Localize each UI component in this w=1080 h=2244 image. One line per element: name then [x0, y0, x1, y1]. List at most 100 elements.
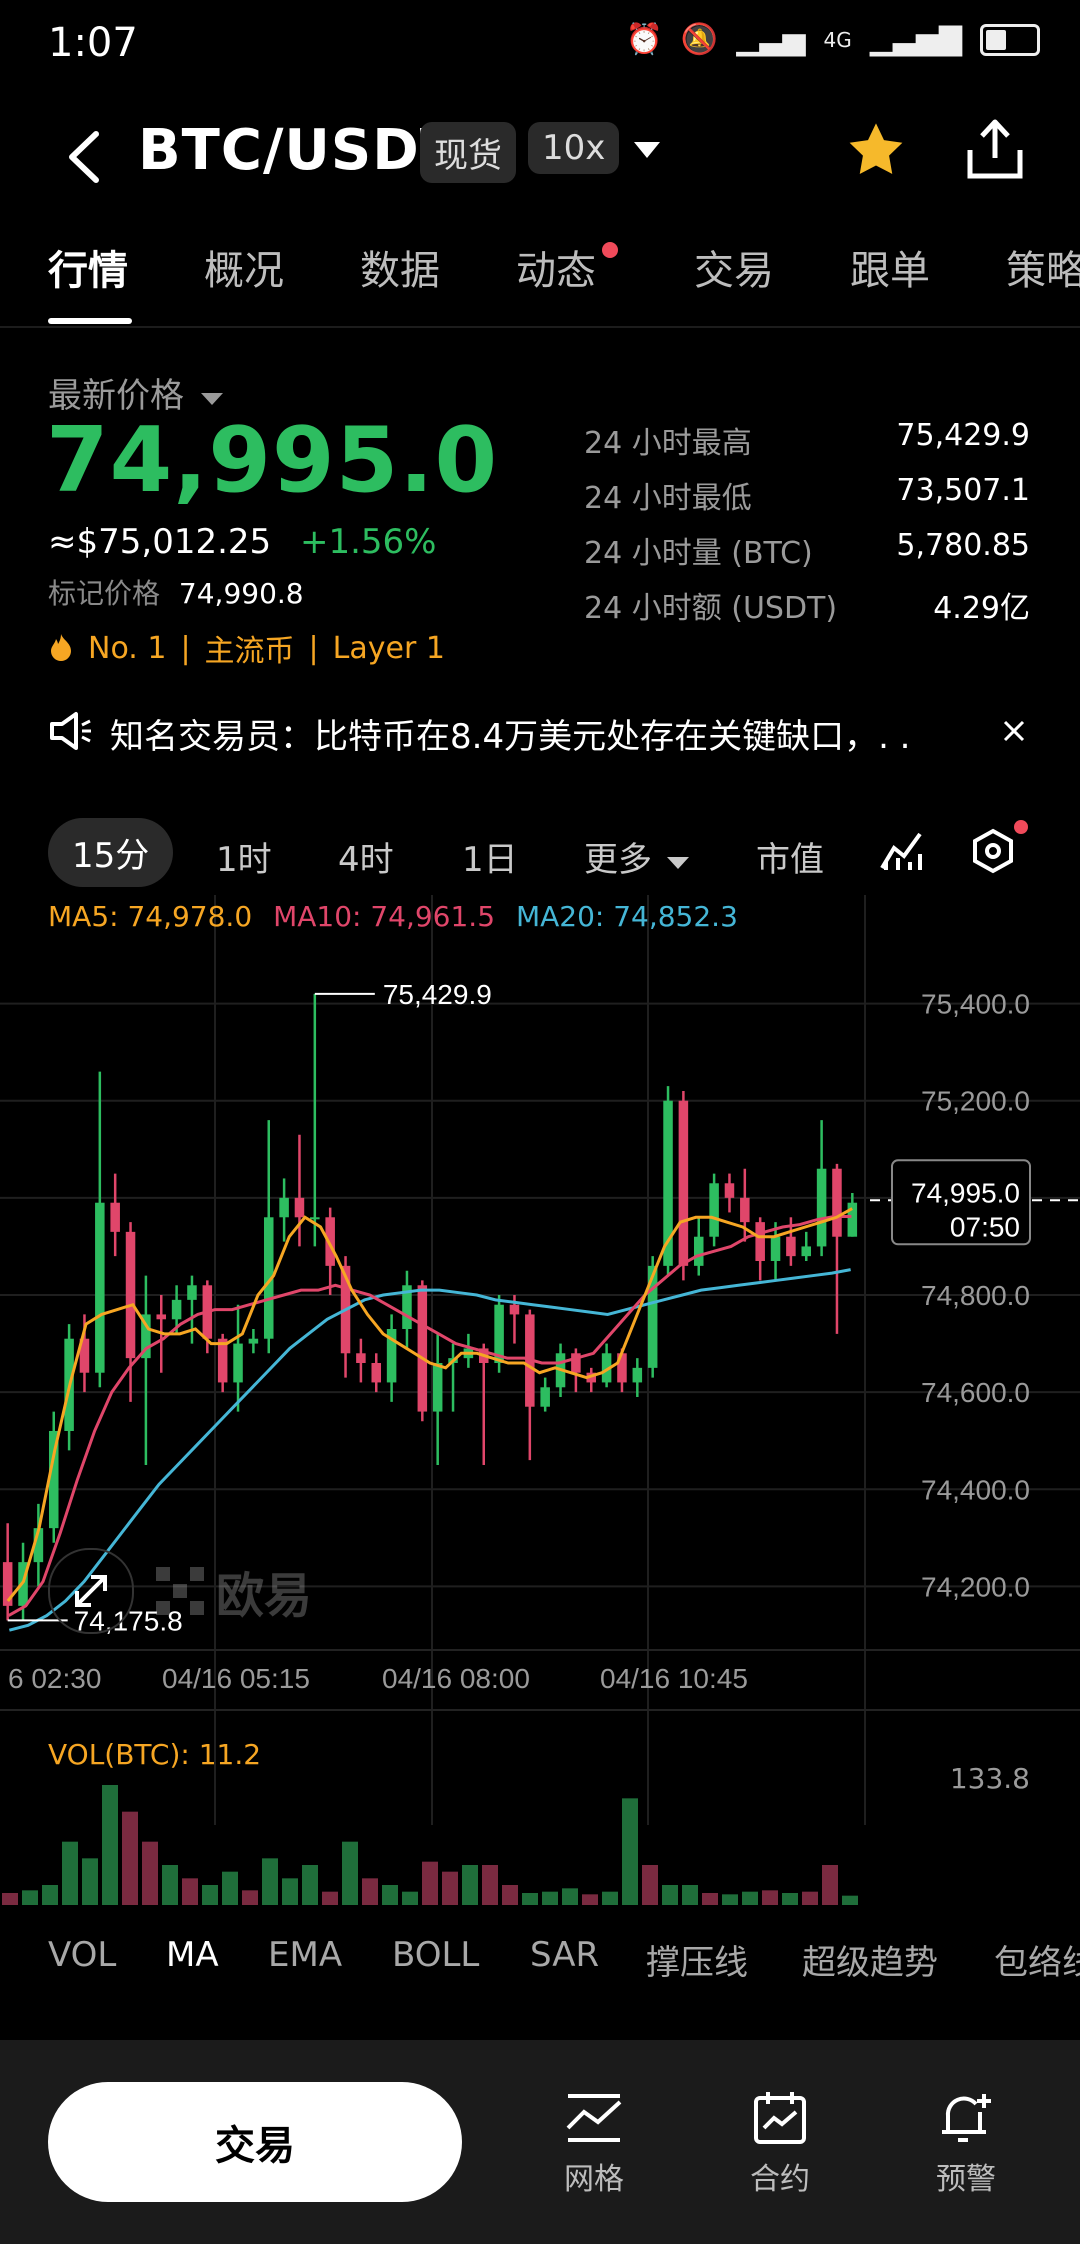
stat-label: 24 小时额 (USDT) [584, 591, 838, 626]
volume-bar [222, 1871, 238, 1905]
x-tick-label: 04/16 10:45 [600, 1663, 748, 1694]
indicator-boll[interactable]: BOLL [392, 1935, 480, 1975]
layer-tag[interactable]: Layer 1 [332, 630, 445, 666]
indicator-ema[interactable]: EMA [268, 1935, 343, 1975]
candle-body [187, 1285, 197, 1300]
candle-body [417, 1285, 428, 1412]
star-icon[interactable] [844, 118, 908, 182]
indicator-supertrend[interactable]: 超级趋势 [802, 1943, 938, 1983]
timeframe-more[interactable]: 更多 [584, 832, 689, 881]
timeframe-1d[interactable]: 1日 [462, 840, 518, 880]
chevron-down-icon[interactable] [634, 140, 660, 160]
x-tick-label: 04/16 05:15 [162, 1663, 310, 1694]
indicator-sar[interactable]: SAR [530, 1935, 600, 1975]
tab-copy[interactable]: 跟单 [850, 248, 930, 294]
back-icon[interactable] [62, 128, 108, 186]
ma5-line [6, 1207, 853, 1602]
close-icon[interactable] [1002, 719, 1026, 743]
price-chart[interactable]: 75,400.075,200.075,000.074,800.074,600.0… [0, 895, 1080, 1905]
candle-body [617, 1353, 627, 1383]
category-tag[interactable]: 主流币 [204, 634, 295, 669]
volume-bar [802, 1891, 818, 1905]
volume-bar [362, 1878, 378, 1905]
y-tick-label: 74,800.0 [921, 1280, 1030, 1311]
candle-body [141, 1314, 151, 1359]
tab-overview[interactable]: 概况 [204, 248, 284, 294]
header: BTC/USDT 现货 10x [0, 110, 1080, 210]
candle-body [33, 1528, 44, 1563]
tab-data[interactable]: 数据 [360, 248, 440, 294]
stat-label: 24 小时最低 [584, 481, 752, 516]
timeframe-1h[interactable]: 1时 [216, 840, 272, 880]
volume-bar [582, 1894, 598, 1905]
tab-feed[interactable]: 动态 [516, 248, 596, 294]
volume-bar [422, 1861, 438, 1905]
candle-body [509, 1304, 520, 1315]
grid-button[interactable]: 网格 [524, 2090, 664, 2198]
alert-button[interactable]: 预警 [896, 2090, 1036, 2198]
volume-bar [142, 1841, 158, 1905]
indicator-ma[interactable]: MA [166, 1935, 219, 1975]
y-tick-label: 74,400.0 [921, 1474, 1030, 1505]
volume-bar [2, 1893, 18, 1905]
news-text: 知名交易员：比特币在8.4万美元处存在关键缺口，. . [110, 717, 911, 757]
volume-bar [302, 1865, 318, 1905]
notification-dot [602, 242, 618, 258]
tab-trade[interactable]: 交易 [694, 248, 774, 294]
leverage-badge: 10x [528, 122, 620, 174]
indicator-envelope[interactable]: 包络线 [994, 1943, 1080, 1983]
volume-bar [522, 1893, 538, 1905]
x-tick-label: 6 02:30 [8, 1663, 101, 1694]
trade-button[interactable]: 交易 [48, 2082, 462, 2202]
timeframe-4h[interactable]: 4时 [338, 840, 394, 880]
news-ticker[interactable]: 知名交易员：比特币在8.4万美元处存在关键缺口，. . [48, 705, 1038, 761]
volume-bar [782, 1893, 798, 1905]
candle-body [294, 1197, 305, 1218]
candle-body [709, 1183, 719, 1237]
x-tick-label: 04/16 08:00 [382, 1663, 530, 1694]
coin-tags: No. 1 | 主流币 | Layer 1 [48, 626, 445, 670]
indicator-vol[interactable]: VOL [48, 1935, 117, 1975]
volume-bar [542, 1891, 558, 1905]
candle-body [125, 1231, 136, 1359]
price-label[interactable]: 最新价格 [48, 368, 223, 417]
candle-body [540, 1387, 550, 1407]
chevron-down-icon [666, 857, 689, 869]
volume-bar [242, 1890, 258, 1905]
volume-bar [202, 1885, 218, 1905]
y-tick-label: 75,200.0 [921, 1086, 1030, 1117]
settings-hex-icon[interactable] [970, 828, 1016, 874]
volume-bar [662, 1885, 678, 1905]
tab-underline [48, 318, 132, 324]
contract-button[interactable]: 合约 [710, 2090, 850, 2198]
countdown-label: 07:50 [950, 1211, 1020, 1242]
candle-body [402, 1285, 412, 1329]
rank-tag[interactable]: No. 1 [88, 630, 167, 666]
candle-body [48, 1431, 59, 1529]
fire-icon [51, 634, 71, 661]
volume-bar [402, 1891, 418, 1905]
candle-body [432, 1363, 443, 1412]
bottom-bar: 交易 网格 合约 预警 [0, 2040, 1080, 2244]
tab-strategy[interactable]: 策略 [1006, 248, 1080, 294]
usd-price: ≈$75,012.25 +1.56% [48, 522, 437, 562]
volume-bar [282, 1878, 298, 1905]
stat-value: 4.29亿 [933, 591, 1030, 626]
ma20-line [8, 1268, 851, 1632]
contract-icon [754, 2092, 806, 2144]
indicator-support[interactable]: 撑压线 [646, 1943, 748, 1983]
fullscreen-button[interactable] [48, 1548, 134, 1634]
ma10-line [7, 1215, 852, 1617]
market-cap-button[interactable]: 市值 [756, 840, 824, 880]
battery-icon [980, 23, 1040, 56]
timeframe-15m[interactable]: 15分 [48, 818, 174, 887]
current-price-label: 74,995.0 [911, 1177, 1020, 1208]
high-price-label: 75,429.9 [383, 979, 492, 1010]
volume-bar [382, 1885, 398, 1905]
volume-bar [822, 1865, 838, 1905]
pair-title[interactable]: BTC/USDT [138, 118, 459, 183]
tab-market[interactable]: 行情 [48, 248, 128, 294]
volume-label: VOL(BTC): 11.2 [48, 1738, 262, 1771]
indicator-chart-icon[interactable] [880, 828, 924, 872]
share-icon[interactable] [964, 116, 1026, 182]
